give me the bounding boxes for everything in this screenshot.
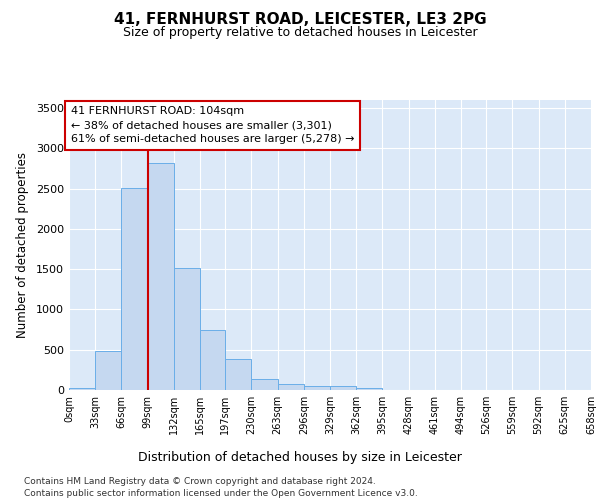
Text: Contains public sector information licensed under the Open Government Licence v3: Contains public sector information licen… <box>24 489 418 498</box>
Bar <box>69 388 95 390</box>
Text: 41 FERNHURST ROAD: 104sqm
← 38% of detached houses are smaller (3,301)
61% of se: 41 FERNHURST ROAD: 104sqm ← 38% of detac… <box>71 106 354 144</box>
Bar <box>356 388 382 390</box>
Bar <box>95 352 121 390</box>
Text: Size of property relative to detached houses in Leicester: Size of property relative to detached ho… <box>122 26 478 39</box>
Bar <box>148 163 174 390</box>
Bar <box>278 384 304 390</box>
Bar <box>304 386 330 390</box>
Bar <box>174 268 200 390</box>
Bar <box>200 330 225 390</box>
Y-axis label: Number of detached properties: Number of detached properties <box>16 152 29 338</box>
Text: Contains HM Land Registry data © Crown copyright and database right 2024.: Contains HM Land Registry data © Crown c… <box>24 478 376 486</box>
Bar <box>121 188 148 390</box>
Bar <box>330 386 356 390</box>
Text: Distribution of detached houses by size in Leicester: Distribution of detached houses by size … <box>138 451 462 464</box>
Text: 41, FERNHURST ROAD, LEICESTER, LE3 2PG: 41, FERNHURST ROAD, LEICESTER, LE3 2PG <box>113 12 487 28</box>
Bar <box>251 378 278 390</box>
Bar <box>225 359 251 390</box>
